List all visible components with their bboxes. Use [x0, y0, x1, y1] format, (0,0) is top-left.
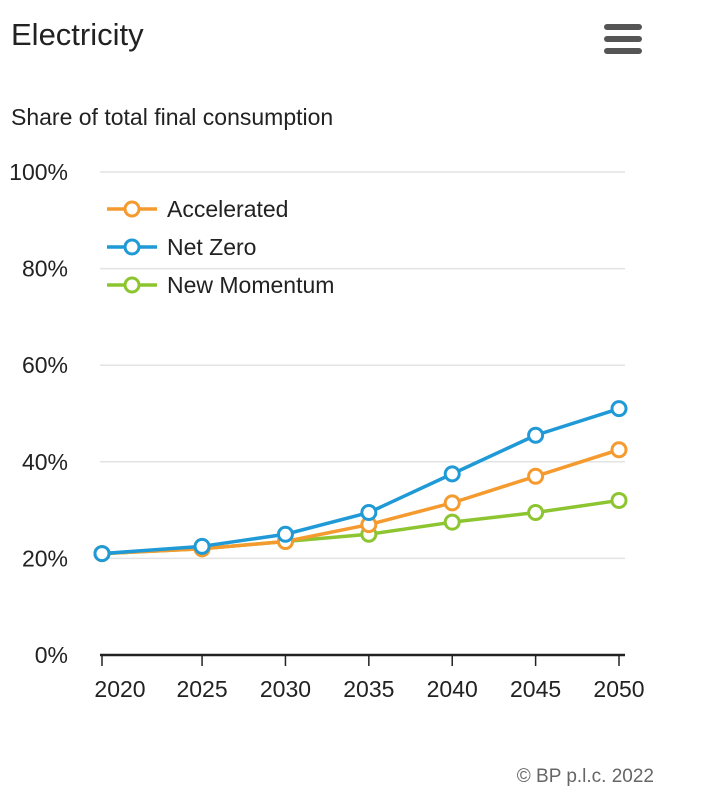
- x-tick-label: 2035: [343, 676, 394, 702]
- series-lines: [93, 400, 628, 563]
- legend[interactable]: Accelerated Net Zero New Momentum: [107, 196, 334, 298]
- data-point[interactable]: [610, 441, 628, 459]
- series-line: [101, 448, 620, 556]
- legend-label: New Momentum: [167, 272, 334, 298]
- y-tick-label: 80%: [22, 256, 68, 282]
- series-net-zero: [93, 400, 628, 563]
- x-tick-label: 2020: [94, 676, 145, 702]
- series-accelerated: [93, 441, 628, 563]
- grid-lines: [100, 171, 625, 560]
- legend-label: Accelerated: [167, 196, 288, 222]
- data-point[interactable]: [610, 400, 628, 418]
- x-tick-label: 2050: [593, 676, 644, 702]
- legend-label: Net Zero: [167, 234, 256, 260]
- data-point[interactable]: [276, 525, 294, 543]
- legend-marker: [123, 200, 141, 218]
- x-tick-label: 2030: [260, 676, 311, 702]
- data-point[interactable]: [360, 504, 378, 522]
- menu-bar-top: [604, 24, 642, 30]
- data-point[interactable]: [527, 467, 545, 485]
- y-axis-ticks: 0% 20% 40% 60% 80% 100%: [9, 159, 68, 668]
- y-tick-label: 100%: [9, 159, 68, 185]
- legend-item-net-zero[interactable]: Net Zero: [107, 234, 256, 260]
- data-point[interactable]: [527, 426, 545, 444]
- data-point[interactable]: [93, 545, 111, 563]
- data-point[interactable]: [527, 504, 545, 522]
- y-tick-label: 0%: [35, 642, 68, 668]
- y-tick-label: 60%: [22, 352, 68, 378]
- y-tick-label: 40%: [22, 449, 68, 475]
- legend-marker: [123, 238, 141, 256]
- copyright-notice: © BP p.l.c. 2022: [516, 766, 654, 787]
- legend-item-accelerated[interactable]: Accelerated: [107, 196, 288, 222]
- data-point[interactable]: [443, 465, 461, 483]
- legend-marker: [123, 276, 141, 294]
- menu-bar-middle: [604, 36, 642, 42]
- y-tick-label: 20%: [22, 545, 68, 571]
- legend-item-new-momentum[interactable]: New Momentum: [107, 272, 334, 298]
- x-tick-label: 2040: [427, 676, 478, 702]
- data-point[interactable]: [610, 491, 628, 509]
- data-point[interactable]: [193, 537, 211, 555]
- menu-bar-bottom: [604, 48, 642, 54]
- hamburger-menu-icon[interactable]: [604, 24, 642, 54]
- x-tick-label: 2045: [510, 676, 561, 702]
- chart-subtitle: Share of total final consumption: [11, 104, 334, 130]
- data-point[interactable]: [443, 494, 461, 512]
- x-tick-label: 2025: [176, 676, 227, 702]
- x-axis: 2020 2025 2030 2035 2040 2045 2050: [94, 653, 645, 702]
- data-point[interactable]: [443, 513, 461, 531]
- chart-title: Electricity: [11, 17, 144, 52]
